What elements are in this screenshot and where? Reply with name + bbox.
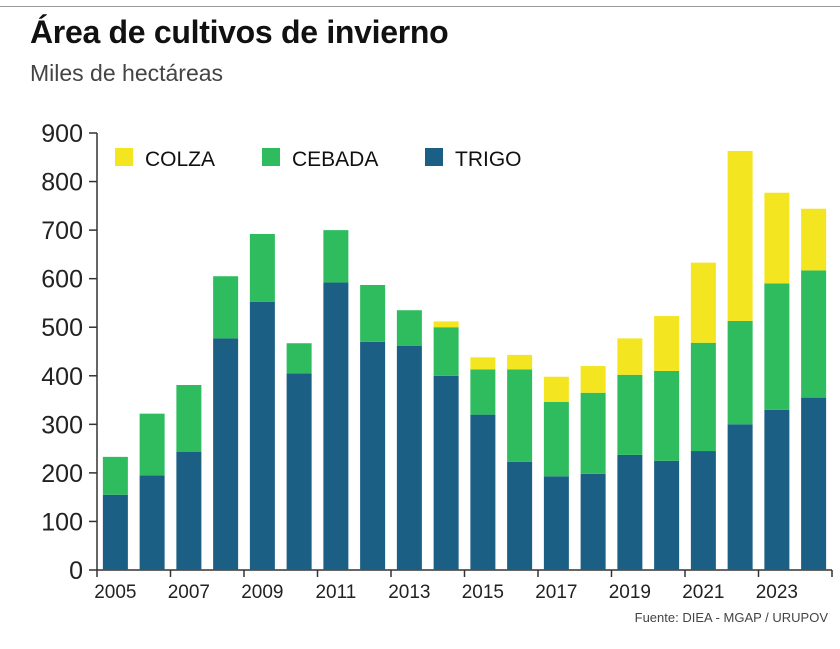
bar-trigo-2019: [617, 454, 643, 570]
bar-trigo-2016: [507, 461, 533, 570]
bar-cebada-2013: [396, 310, 422, 346]
bar-cebada-2008: [213, 276, 239, 339]
bar-colza-2018: [580, 366, 606, 393]
legend-label-trigo: TRIGO: [455, 148, 522, 171]
x-tick-label: 2005: [94, 582, 136, 603]
bar-colza-2023: [764, 192, 790, 284]
bar-cebada-2019: [617, 374, 643, 455]
chart-subtitle: Miles de hectáreas: [30, 60, 224, 86]
bar-cebada-2007: [176, 385, 202, 453]
bar-cebada-2015: [470, 369, 496, 415]
y-tick-label: 900: [41, 120, 83, 148]
bar-trigo-2014: [433, 375, 459, 570]
legend-swatch-cebada: [262, 148, 280, 166]
bar-colza-2015: [470, 357, 496, 370]
bar-trigo-2024: [801, 397, 827, 570]
bar-trigo-2011: [323, 282, 349, 570]
legend-swatch-colza: [115, 148, 133, 166]
bar-cebada-2010: [286, 343, 312, 374]
bar-cebada-2020: [654, 370, 680, 461]
bar-trigo-2009: [249, 301, 275, 570]
x-tick-label: 2007: [168, 582, 210, 603]
bar-trigo-2012: [360, 341, 386, 570]
bar-trigo-2017: [543, 476, 569, 570]
bar-trigo-2022: [727, 424, 753, 570]
bar-cebada-2021: [690, 342, 716, 452]
bar-cebada-2017: [543, 401, 569, 477]
bar-trigo-2015: [470, 414, 496, 570]
bar-trigo-2010: [286, 373, 312, 570]
bar-cebada-2009: [249, 233, 275, 302]
chart-title: Área de cultivos de invierno: [30, 14, 449, 50]
x-tick-label: 2009: [241, 582, 283, 603]
bar-colza-2022: [727, 150, 753, 321]
bar-cebada-2012: [360, 284, 386, 342]
y-tick-label: 500: [41, 314, 83, 342]
bar-cebada-2024: [801, 270, 827, 398]
y-tick-label: 800: [41, 169, 83, 197]
y-tick-label: 700: [41, 217, 83, 245]
bar-cebada-2014: [433, 327, 459, 376]
bar-colza-2020: [654, 316, 680, 371]
legend-label-colza: COLZA: [145, 148, 215, 171]
bar-cebada-2023: [764, 283, 790, 410]
bar-trigo-2021: [690, 451, 716, 570]
bar-trigo-2023: [764, 409, 790, 570]
bar-trigo-2013: [396, 345, 422, 570]
source-note: Fuente: DIEA - MGAP / URUPOV: [634, 610, 828, 625]
bar-colza-2016: [507, 354, 533, 370]
bar-colza-2014: [433, 321, 459, 328]
bar-trigo-2007: [176, 452, 202, 570]
x-tick-label: 2023: [756, 582, 798, 603]
bar-trigo-2005: [102, 494, 128, 570]
x-tick-label: 2017: [535, 582, 577, 603]
bar-cebada-2005: [102, 456, 128, 495]
top-divider: [0, 6, 840, 7]
bar-cebada-2016: [507, 369, 533, 462]
bar-trigo-2018: [580, 473, 606, 570]
bar-colza-2017: [543, 376, 569, 402]
bar-trigo-2006: [139, 475, 165, 570]
x-tick-label: 2021: [682, 582, 724, 603]
bar-colza-2024: [801, 208, 827, 271]
y-tick-label: 400: [41, 363, 83, 391]
y-tick-label: 300: [41, 411, 83, 439]
bar-cebada-2022: [727, 320, 753, 425]
x-tick-label: 2015: [462, 582, 504, 603]
y-tick-label: 0: [69, 557, 83, 585]
bar-trigo-2008: [213, 338, 239, 570]
y-tick-label: 200: [41, 460, 83, 488]
bar-colza-2021: [690, 262, 716, 343]
bar-cebada-2018: [580, 392, 606, 474]
y-tick-label: 100: [41, 508, 83, 536]
x-tick-label: 2019: [609, 582, 651, 603]
bar-trigo-2020: [654, 460, 680, 570]
y-tick-label: 600: [41, 266, 83, 294]
bar-cebada-2011: [323, 230, 349, 283]
x-tick-label: 2011: [315, 582, 356, 603]
legend-label-cebada: CEBADA: [292, 148, 378, 171]
x-tick-label: 2013: [388, 582, 430, 603]
legend-swatch-trigo: [425, 148, 443, 166]
bar-colza-2019: [617, 338, 643, 375]
bar-cebada-2006: [139, 413, 165, 476]
